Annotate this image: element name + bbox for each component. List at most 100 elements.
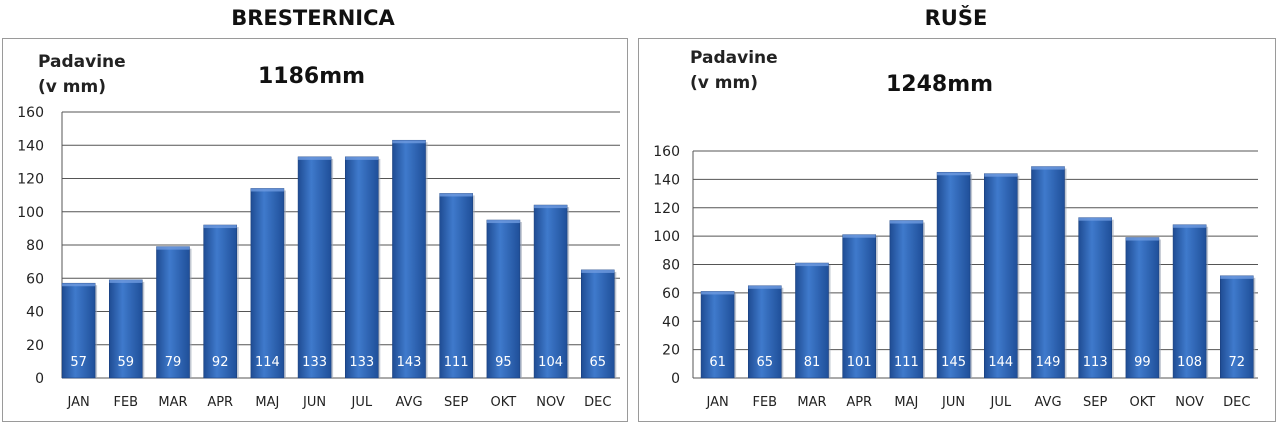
data-label: 104 <box>538 355 563 370</box>
bar-cap <box>889 220 923 224</box>
data-label: 65 <box>590 355 607 370</box>
x-tick-label: MAR <box>797 395 826 410</box>
x-tick-label: NOV <box>1175 395 1204 410</box>
x-tick-label: SEP <box>1083 395 1107 410</box>
bar-cap <box>937 172 971 176</box>
y-tick-label: 0 <box>35 371 44 387</box>
bar-cap <box>581 269 615 273</box>
x-tick-label: MAR <box>158 395 187 410</box>
y-tick-label: 60 <box>26 271 44 287</box>
bar <box>1078 217 1112 379</box>
data-label: 114 <box>255 355 280 370</box>
y-tick-label: 20 <box>662 343 680 359</box>
y-tick-label: 20 <box>26 338 44 354</box>
x-tick-label: SEP <box>444 395 468 410</box>
bar <box>1125 237 1160 379</box>
y-tick-label: 60 <box>662 286 680 302</box>
data-label: 144 <box>988 355 1013 370</box>
chart-title-bresternica: BRESTERNICA <box>231 6 395 30</box>
data-label: 149 <box>1036 355 1061 370</box>
bar-cap <box>1031 166 1065 170</box>
x-tick-label: NOV <box>536 395 565 410</box>
chart-title-ruse: RUŠE <box>924 6 988 30</box>
bar <box>889 220 924 379</box>
data-label: 143 <box>397 355 422 370</box>
y-tick-label: 100 <box>653 229 680 245</box>
bar-cap <box>439 193 473 197</box>
y-axis-label-ruse: Padavine (v mm) <box>690 48 778 93</box>
bar <box>297 156 332 379</box>
x-tick-label: JAN <box>705 395 728 410</box>
bar <box>203 224 237 379</box>
x-tick-label: FEB <box>752 395 777 410</box>
data-label: 145 <box>941 355 966 370</box>
y-tick-label: 160 <box>653 144 680 160</box>
data-label: 65 <box>757 355 774 370</box>
bar <box>1220 275 1254 379</box>
bar <box>795 262 829 379</box>
data-label: 95 <box>495 355 512 370</box>
y-tick-label: 140 <box>17 138 44 154</box>
y-tick-label: 140 <box>653 172 680 188</box>
x-tick-label: APR <box>846 395 872 410</box>
data-label: 133 <box>349 355 374 370</box>
bar <box>344 156 379 379</box>
data-label: 72 <box>1229 355 1246 370</box>
bar <box>250 188 285 379</box>
data-label: 92 <box>212 355 229 370</box>
bar <box>392 139 426 379</box>
data-label: 108 <box>1177 355 1202 370</box>
y-tick-label: 100 <box>17 205 44 221</box>
y-tick-label: 40 <box>662 314 680 330</box>
bar <box>1031 166 1065 379</box>
bar <box>439 193 474 379</box>
bar-cap <box>534 205 568 209</box>
bar-cap <box>156 246 190 250</box>
bar-cap <box>486 220 520 224</box>
bar <box>109 279 143 379</box>
y-tick-label: 160 <box>17 105 44 121</box>
bar-cap <box>842 234 876 238</box>
bar-cap <box>298 156 332 160</box>
bar <box>700 291 735 379</box>
x-tick-label: DEC <box>584 395 611 410</box>
x-tick-label: JUL <box>351 395 373 410</box>
bar-cap <box>250 188 284 192</box>
bar-cap <box>1173 224 1207 228</box>
bar-cap <box>795 263 829 267</box>
bar-cap <box>1125 237 1159 241</box>
data-label: 57 <box>70 355 87 370</box>
y-tick-label: 120 <box>653 201 680 217</box>
x-tick-label: AVG <box>395 395 422 410</box>
y-tick-label: 80 <box>662 258 680 274</box>
bar-cap <box>748 285 782 289</box>
data-label: 113 <box>1083 355 1108 370</box>
bar-cap <box>203 225 237 229</box>
x-tick-label: OKT <box>1130 395 1156 410</box>
bar <box>580 269 615 379</box>
bar <box>983 173 1018 379</box>
y-tick-label: 40 <box>26 305 44 321</box>
data-label: 111 <box>444 355 469 370</box>
bar <box>936 171 971 379</box>
data-label: 61 <box>709 355 726 370</box>
y-tick-label: 120 <box>17 172 44 188</box>
x-tick-label: MAJ <box>255 395 279 410</box>
data-label: 111 <box>894 355 919 370</box>
bar <box>533 204 568 379</box>
x-tick-label: JUN <box>941 395 965 410</box>
bar-cap <box>1220 275 1254 279</box>
data-label: 133 <box>302 355 327 370</box>
bar-cap <box>345 156 379 160</box>
bar-cap <box>984 173 1018 177</box>
bar-cap <box>1078 217 1112 221</box>
bar-cap <box>392 140 426 144</box>
y-axis-label-bresternica: Padavine (v mm) <box>38 52 126 97</box>
bar <box>486 219 521 379</box>
bar-cap <box>109 279 143 283</box>
data-label: 79 <box>165 355 182 370</box>
x-tick-label: APR <box>207 395 233 410</box>
x-tick-label: AVG <box>1034 395 1061 410</box>
